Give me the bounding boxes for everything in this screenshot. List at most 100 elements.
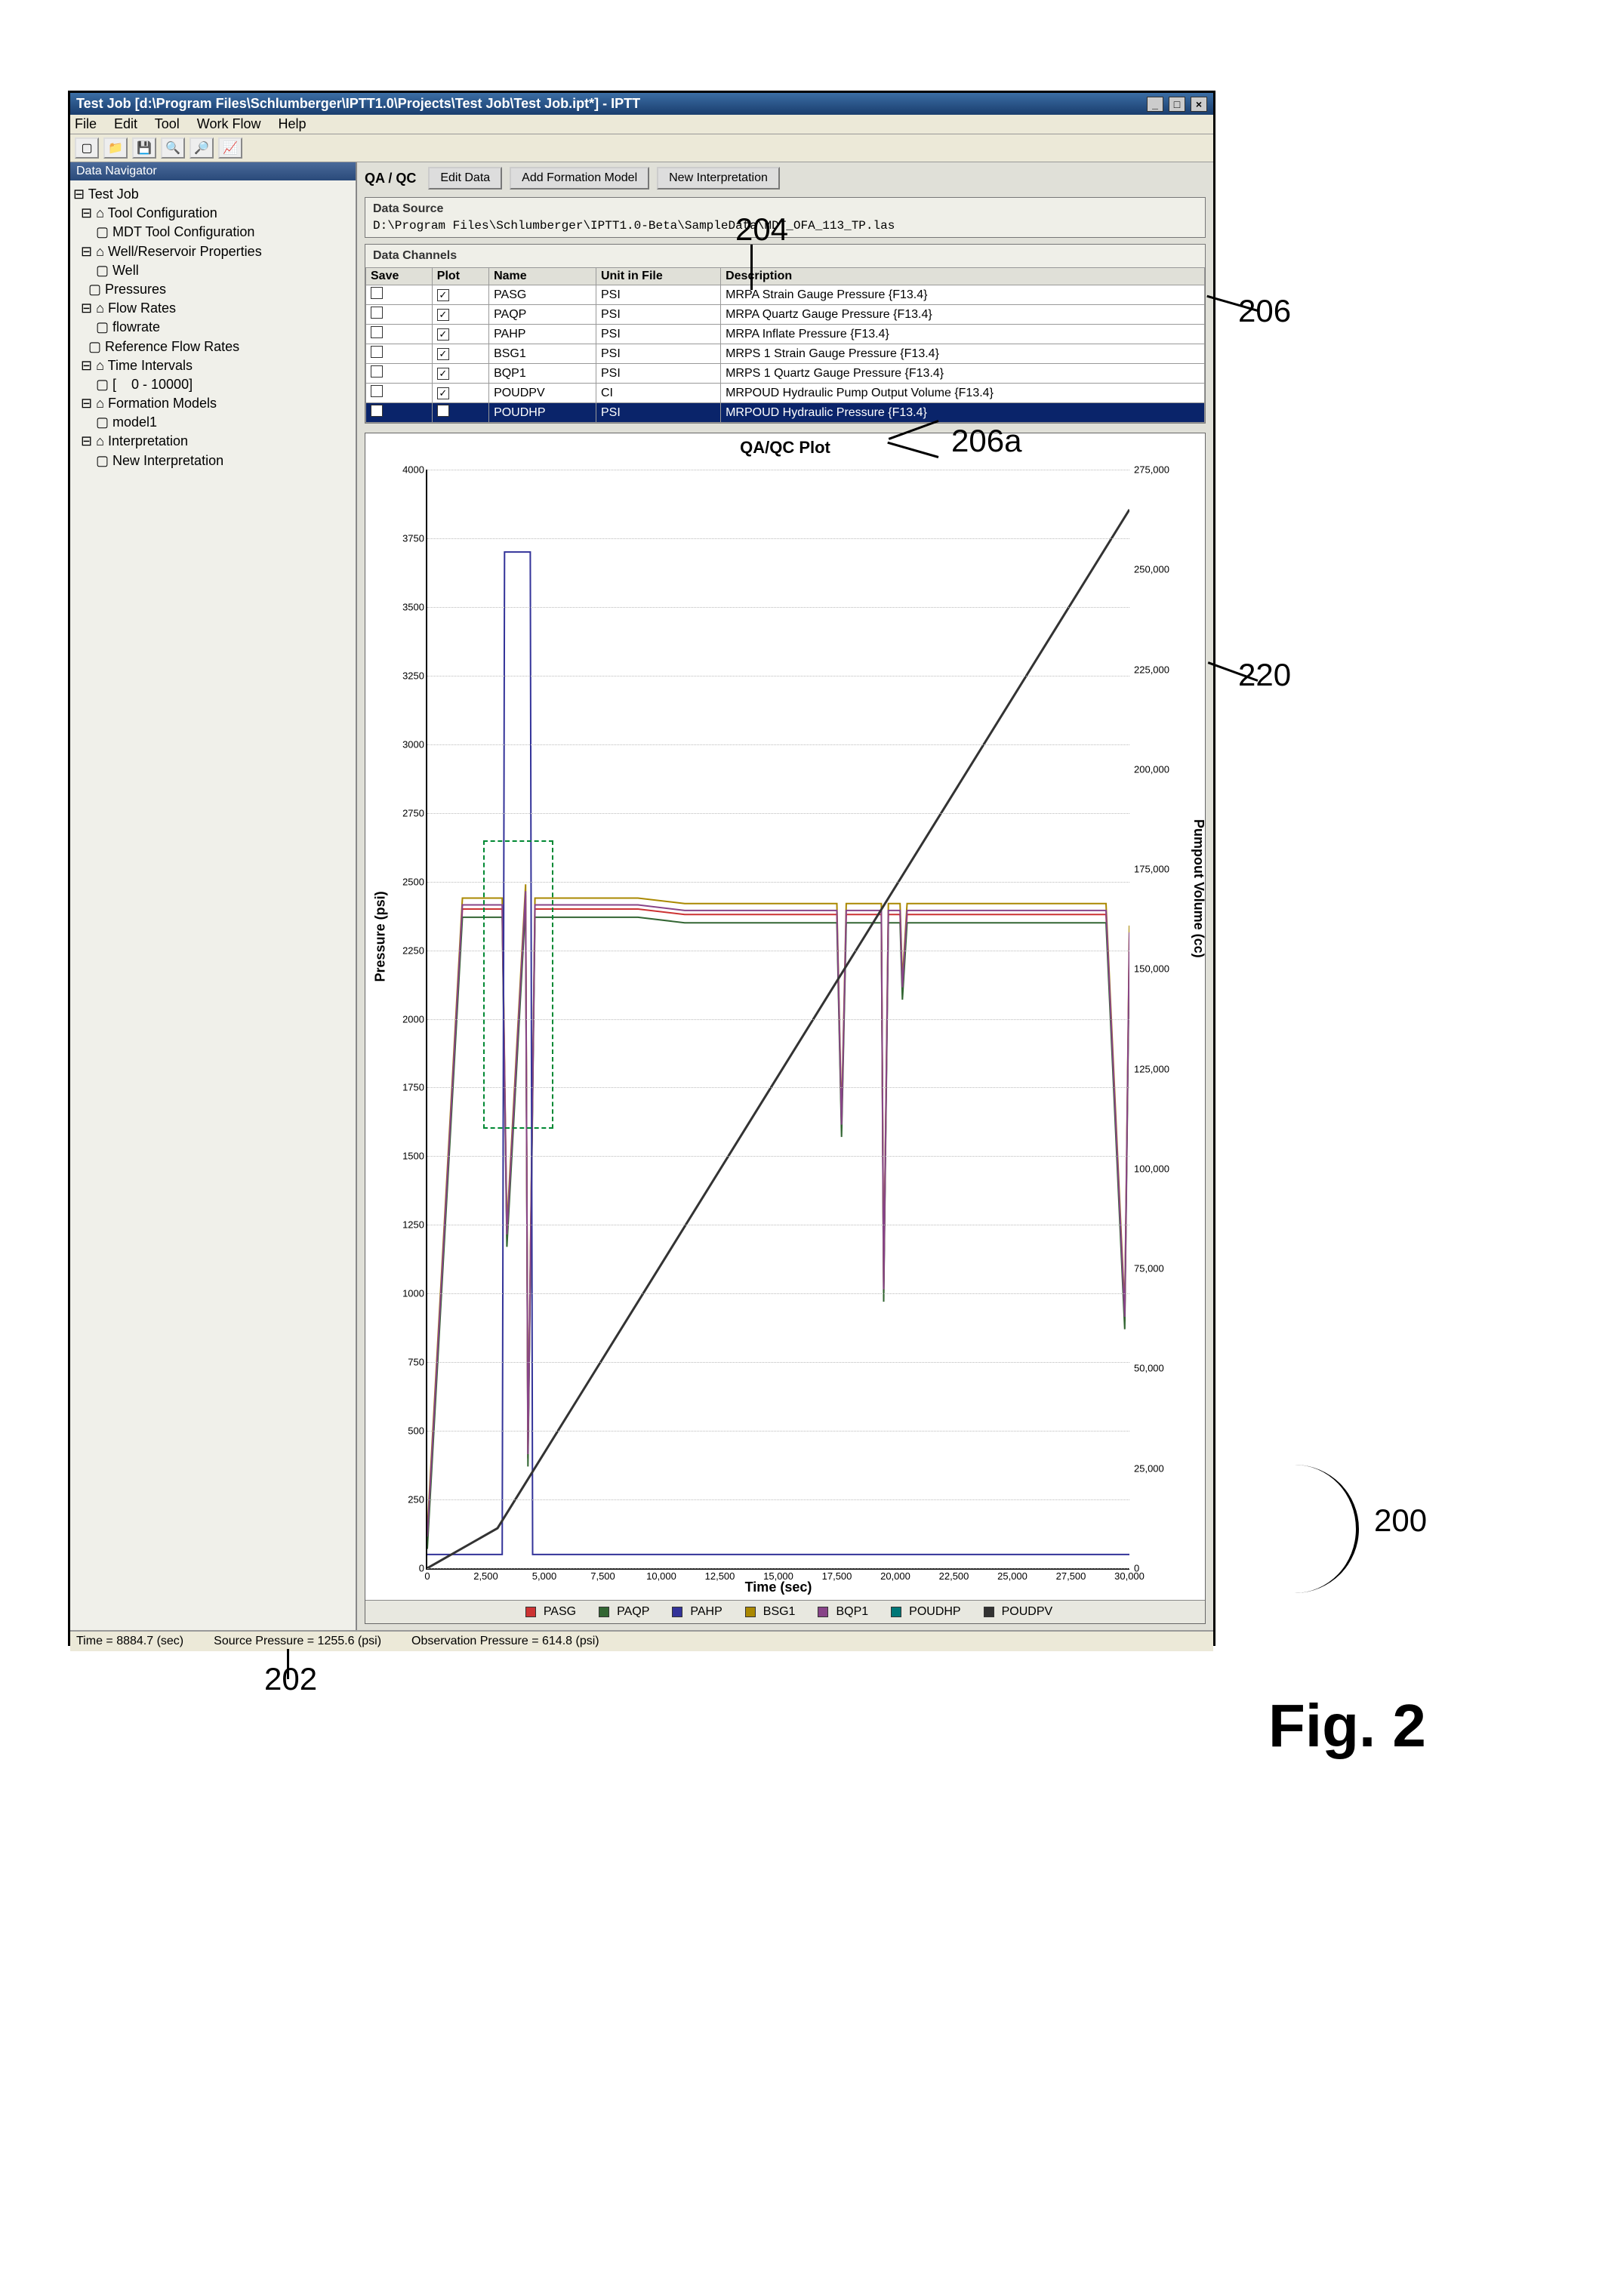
plot-checkbox[interactable]: [437, 328, 449, 341]
table-row[interactable]: PASGPSIMRPA Strain Gauge Pressure {F13.4…: [366, 285, 1205, 305]
channel-name: POUDHP: [489, 403, 596, 423]
main-panel: QA / QC Edit Data Add Formation Model Ne…: [357, 162, 1213, 1630]
menu-help[interactable]: Help: [279, 116, 307, 131]
y2-tick: 275,000: [1134, 464, 1182, 476]
x-tick: 22,500: [939, 1570, 969, 1582]
data-source-path: D:\Program Files\Schlumberger\IPTT1.0-Be…: [373, 219, 895, 233]
data-navigator-panel: Data Navigator ⊟ Test Job ⊟ ⌂ Tool Confi…: [70, 162, 357, 1630]
x-axis-label: Time (sec): [745, 1579, 812, 1595]
navigator-tree[interactable]: ⊟ Test Job ⊟ ⌂ Tool Configuration ▢ MDT …: [70, 180, 356, 1630]
legend-item: PASG: [518, 1605, 576, 1618]
y2-tick: 225,000: [1134, 664, 1182, 675]
channel-name: PAQP: [489, 305, 596, 325]
menu-tool[interactable]: Tool: [155, 116, 180, 131]
x-tick: 20,000: [880, 1570, 910, 1582]
legend-item: PAQP: [591, 1605, 649, 1618]
tree-item[interactable]: ▢ flowrate: [73, 318, 353, 337]
x-tick: 12,500: [705, 1570, 735, 1582]
x-tick: 27,500: [1056, 1570, 1086, 1582]
y2-tick: 50,000: [1134, 1363, 1182, 1374]
tree-item[interactable]: ⊟ ⌂ Flow Rates: [73, 299, 353, 318]
channel-unit: PSI: [596, 344, 720, 364]
y-tick: 1250: [388, 1219, 424, 1231]
plot-checkbox[interactable]: [437, 405, 449, 417]
action-button-bar: Edit Data Add Formation Model New Interp…: [424, 162, 784, 194]
save-checkbox[interactable]: [371, 287, 383, 299]
table-row[interactable]: BSG1PSIMRPS 1 Strain Gauge Pressure {F13…: [366, 344, 1205, 364]
save-checkbox[interactable]: [371, 405, 383, 417]
add-formation-model-button[interactable]: Add Formation Model: [510, 167, 649, 190]
callout-200-arc: [1283, 1465, 1359, 1593]
x-tick: 25,000: [997, 1570, 1027, 1582]
callout-220: 220: [1238, 657, 1291, 693]
channel-description: MRPS 1 Strain Gauge Pressure {F13.4}: [721, 344, 1205, 364]
plot-checkbox[interactable]: [437, 368, 449, 380]
search-icon[interactable]: 🔍: [161, 137, 185, 159]
column-header[interactable]: Plot: [432, 268, 488, 285]
plot-checkbox[interactable]: [437, 309, 449, 321]
tree-item[interactable]: ⊟ ⌂ Tool Configuration: [73, 204, 353, 223]
tree-item[interactable]: ⊟ ⌂ Well/Reservoir Properties: [73, 242, 353, 261]
table-row[interactable]: POUDPVCIMRPOUD Hydraulic Pump Output Vol…: [366, 384, 1205, 403]
channel-description: MRPA Quartz Gauge Pressure {F13.4}: [721, 305, 1205, 325]
y2-tick: 25,000: [1134, 1462, 1182, 1474]
y-tick: 2750: [388, 807, 424, 818]
tree-item[interactable]: ▢ [ 0 - 10000]: [73, 375, 353, 394]
chart-icon[interactable]: 📈: [218, 137, 242, 159]
tree-item[interactable]: ▢ New Interpretation: [73, 451, 353, 470]
tree-item[interactable]: ⊟ ⌂ Interpretation: [73, 432, 353, 451]
tree-item[interactable]: ▢ Pressures: [73, 280, 353, 299]
maximize-button[interactable]: □: [1169, 97, 1185, 112]
new-icon[interactable]: ▢: [75, 137, 99, 159]
y-tick: 2250: [388, 945, 424, 956]
channel-description: MRPA Inflate Pressure {F13.4}: [721, 325, 1205, 344]
plot-checkbox[interactable]: [437, 289, 449, 301]
zoom-icon[interactable]: 🔎: [189, 137, 214, 159]
plot-checkbox[interactable]: [437, 387, 449, 399]
table-row[interactable]: BQP1PSIMRPS 1 Quartz Gauge Pressure {F13…: [366, 364, 1205, 384]
column-header[interactable]: Save: [366, 268, 433, 285]
toolbar: ▢ 📁 💾 🔍 🔎 📈: [70, 134, 1213, 162]
plot-checkbox[interactable]: [437, 348, 449, 360]
tree-item[interactable]: ▢ Well: [73, 261, 353, 280]
table-row[interactable]: PAQPPSIMRPA Quartz Gauge Pressure {F13.4…: [366, 305, 1205, 325]
tree-item[interactable]: ⊟ Test Job: [73, 185, 353, 204]
save-checkbox[interactable]: [371, 326, 383, 338]
channel-name: POUDPV: [489, 384, 596, 403]
save-icon[interactable]: 💾: [132, 137, 156, 159]
x-tick: 15,000: [763, 1570, 793, 1582]
tree-item[interactable]: ⊟ ⌂ Time Intervals: [73, 356, 353, 375]
save-checkbox[interactable]: [371, 346, 383, 358]
menu-file[interactable]: File: [75, 116, 97, 131]
tree-item[interactable]: ⊟ ⌂ Formation Models: [73, 394, 353, 413]
save-checkbox[interactable]: [371, 385, 383, 397]
save-checkbox[interactable]: [371, 365, 383, 378]
edit-data-button[interactable]: Edit Data: [428, 167, 502, 190]
y-tick: 0: [388, 1563, 424, 1574]
tree-item[interactable]: ▢ model1: [73, 413, 353, 432]
column-header[interactable]: Name: [489, 268, 596, 285]
table-row[interactable]: POUDHPPSIMRPOUD Hydraulic Pressure {F13.…: [366, 403, 1205, 423]
status-bar: Time = 8884.7 (sec) Source Pressure = 12…: [70, 1630, 1213, 1651]
y-tick: 3750: [388, 532, 424, 544]
open-icon[interactable]: 📁: [103, 137, 128, 159]
y2-axis-label: Pumpout Volume (cc): [1191, 818, 1207, 957]
tree-item[interactable]: ▢ Reference Flow Rates: [73, 337, 353, 356]
legend-item: BSG1: [738, 1605, 796, 1618]
data-channels-table[interactable]: SavePlotNameUnit in FileDescriptionPASGP…: [365, 267, 1205, 423]
menu-edit[interactable]: Edit: [114, 116, 137, 131]
column-header[interactable]: Description: [721, 268, 1205, 285]
save-checkbox[interactable]: [371, 307, 383, 319]
minimize-button[interactable]: _: [1147, 97, 1163, 112]
table-row[interactable]: PAHPPSIMRPA Inflate Pressure {F13.4}: [366, 325, 1205, 344]
qaqc-plot[interactable]: QA/QC Plot Pressure (psi) Pumpout Volume…: [365, 433, 1206, 1624]
y-tick: 4000: [388, 464, 424, 476]
y-tick: 3000: [388, 738, 424, 750]
menu-workflow[interactable]: Work Flow: [197, 116, 261, 131]
column-header[interactable]: Unit in File: [596, 268, 720, 285]
y2-tick: 125,000: [1134, 1063, 1182, 1074]
tree-item[interactable]: ▢ MDT Tool Configuration: [73, 223, 353, 242]
legend-item: POUDHP: [883, 1605, 960, 1618]
close-button[interactable]: ×: [1191, 97, 1207, 112]
new-interpretation-button[interactable]: New Interpretation: [657, 167, 780, 190]
